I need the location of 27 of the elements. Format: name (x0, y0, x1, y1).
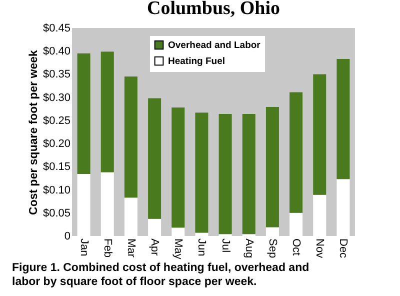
y-tick-label: $0.35 (42, 68, 70, 81)
legend-label: Overhead and Labor (168, 40, 261, 51)
y-tick-label: 0 (64, 230, 70, 242)
legend-label: Heating Fuel (168, 56, 226, 67)
y-tick-label: $0.15 (42, 161, 70, 174)
x-tick-label: Dec (337, 238, 350, 259)
y-tick-label: $0.20 (42, 138, 70, 150)
y-axis-title: Cost per square foot per week (28, 49, 40, 215)
x-tick-label: Oct (290, 238, 302, 256)
y-tick-label: $0.25 (42, 114, 70, 127)
x-tick-label: May (172, 238, 184, 260)
y-tick-label: $0.10 (42, 184, 70, 196)
caption: Figure 1. Combined cost of heating fuel, overhead and labor by square foot of floor space per week. (12, 262, 310, 288)
x-tick-label: Apr (148, 238, 161, 256)
y-tick-label: $0.05 (42, 207, 70, 220)
x-tick-label: Jun (196, 238, 208, 256)
x-tick-label: Nov (314, 238, 326, 259)
y-tick-label: $0.45 (42, 22, 70, 34)
x-tick-label: Feb (101, 238, 114, 258)
y-tick-label: $0.30 (42, 92, 70, 104)
x-tick-label: Mar (124, 238, 137, 258)
x-tick-label: Jan (78, 238, 90, 256)
x-tick-label: Jul (219, 238, 232, 253)
chart-title: Columbus, Ohio (146, 0, 280, 19)
y-tick-label: $0.40 (42, 46, 70, 58)
x-tick-label: Aug (242, 238, 255, 258)
x-tick-label: Sep (266, 238, 278, 258)
